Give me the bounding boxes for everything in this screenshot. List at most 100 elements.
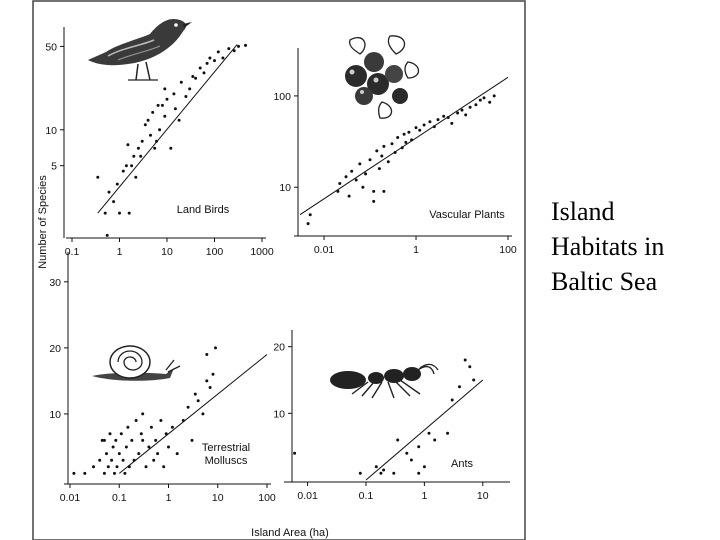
data-point	[170, 425, 174, 429]
x-tick-label: 10	[212, 492, 224, 504]
berry-branch-icon	[345, 35, 420, 119]
x-tick-label: 100	[206, 246, 224, 258]
data-point	[126, 143, 130, 147]
regression-line	[97, 44, 238, 214]
data-point	[141, 412, 145, 416]
x-tick-label: 1000	[250, 246, 274, 258]
data-point	[492, 94, 496, 98]
data-point	[458, 385, 461, 389]
data-point	[118, 211, 121, 215]
data-point	[139, 432, 143, 436]
data-point	[361, 185, 365, 189]
data-point	[92, 465, 95, 469]
data-point	[151, 110, 155, 114]
y-tick-label: 20	[273, 342, 285, 354]
y-tick-label: 10	[45, 125, 57, 137]
data-point	[105, 233, 109, 237]
data-point	[112, 200, 116, 204]
data-point	[478, 98, 482, 102]
y-tick-label: 5	[51, 161, 57, 173]
data-point	[433, 438, 437, 442]
x-tick-label: 10	[161, 246, 173, 258]
data-point	[169, 146, 173, 150]
data-point	[102, 438, 106, 442]
x-tick-label: 100	[499, 244, 517, 256]
data-point	[338, 182, 342, 185]
x-tick-label: 0.01	[60, 492, 81, 504]
data-point	[141, 438, 145, 442]
x-tick-label: 100	[258, 492, 276, 504]
data-point	[188, 87, 192, 91]
data-point	[379, 471, 383, 475]
data-point	[173, 107, 177, 111]
caption-line: Island	[551, 197, 615, 226]
data-point	[175, 452, 179, 456]
data-point	[134, 175, 138, 179]
data-point	[405, 451, 409, 455]
data-point	[382, 189, 386, 193]
regression-line	[365, 379, 484, 481]
data-point	[382, 144, 386, 148]
data-point	[123, 471, 127, 475]
data-point	[450, 121, 454, 125]
caption-line: Baltic Sea	[551, 267, 658, 296]
data-point	[464, 113, 468, 117]
data-point	[474, 103, 478, 107]
data-point	[417, 471, 421, 475]
data-point	[144, 465, 148, 469]
y-tick-label: 10	[273, 408, 285, 420]
data-point	[293, 451, 297, 455]
data-point	[201, 412, 205, 416]
data-point	[132, 154, 136, 158]
data-point	[468, 365, 472, 369]
data-point	[428, 120, 432, 124]
data-point	[422, 123, 426, 127]
data-point	[404, 140, 408, 144]
panel-title: Vascular Plants	[429, 209, 505, 221]
data-point	[162, 465, 166, 469]
data-point	[358, 471, 362, 475]
data-point	[446, 431, 450, 435]
data-point	[450, 398, 454, 402]
data-point	[140, 139, 144, 143]
data-point	[130, 164, 134, 168]
data-point	[115, 182, 119, 186]
data-point	[193, 392, 197, 396]
data-point	[382, 468, 386, 472]
data-point	[159, 419, 163, 422]
panel-title: Land Birds	[177, 204, 230, 216]
data-point	[237, 44, 240, 48]
data-point	[198, 66, 202, 70]
x-axis-label: Island Area (ha)	[251, 527, 329, 539]
data-point	[211, 372, 215, 376]
data-point	[108, 432, 112, 436]
ant-icon	[330, 363, 439, 399]
data-point	[214, 346, 217, 350]
data-point	[347, 194, 351, 198]
data-point	[126, 425, 130, 429]
data-point	[121, 458, 125, 462]
data-point	[456, 111, 460, 115]
data-point	[372, 189, 376, 193]
data-point	[158, 128, 162, 132]
x-tick-label: 0.01	[314, 244, 335, 256]
data-point	[147, 445, 151, 449]
data-point	[368, 158, 372, 162]
regression-line	[118, 354, 268, 474]
land-birds-panel: 0.1 1 10 100 1000 5 10 50 Land Birds	[45, 27, 274, 258]
data-point	[213, 59, 216, 63]
data-point	[105, 452, 108, 456]
data-point	[186, 405, 190, 409]
data-point	[418, 128, 422, 132]
data-point	[205, 379, 209, 383]
data-point	[409, 458, 413, 462]
data-point	[143, 123, 147, 127]
data-point	[119, 432, 123, 436]
data-point	[156, 103, 160, 107]
x-tick-label: 1	[166, 492, 172, 504]
data-point	[124, 445, 128, 449]
data-point	[374, 465, 378, 469]
y-axis-label: Number of Species	[37, 175, 49, 269]
